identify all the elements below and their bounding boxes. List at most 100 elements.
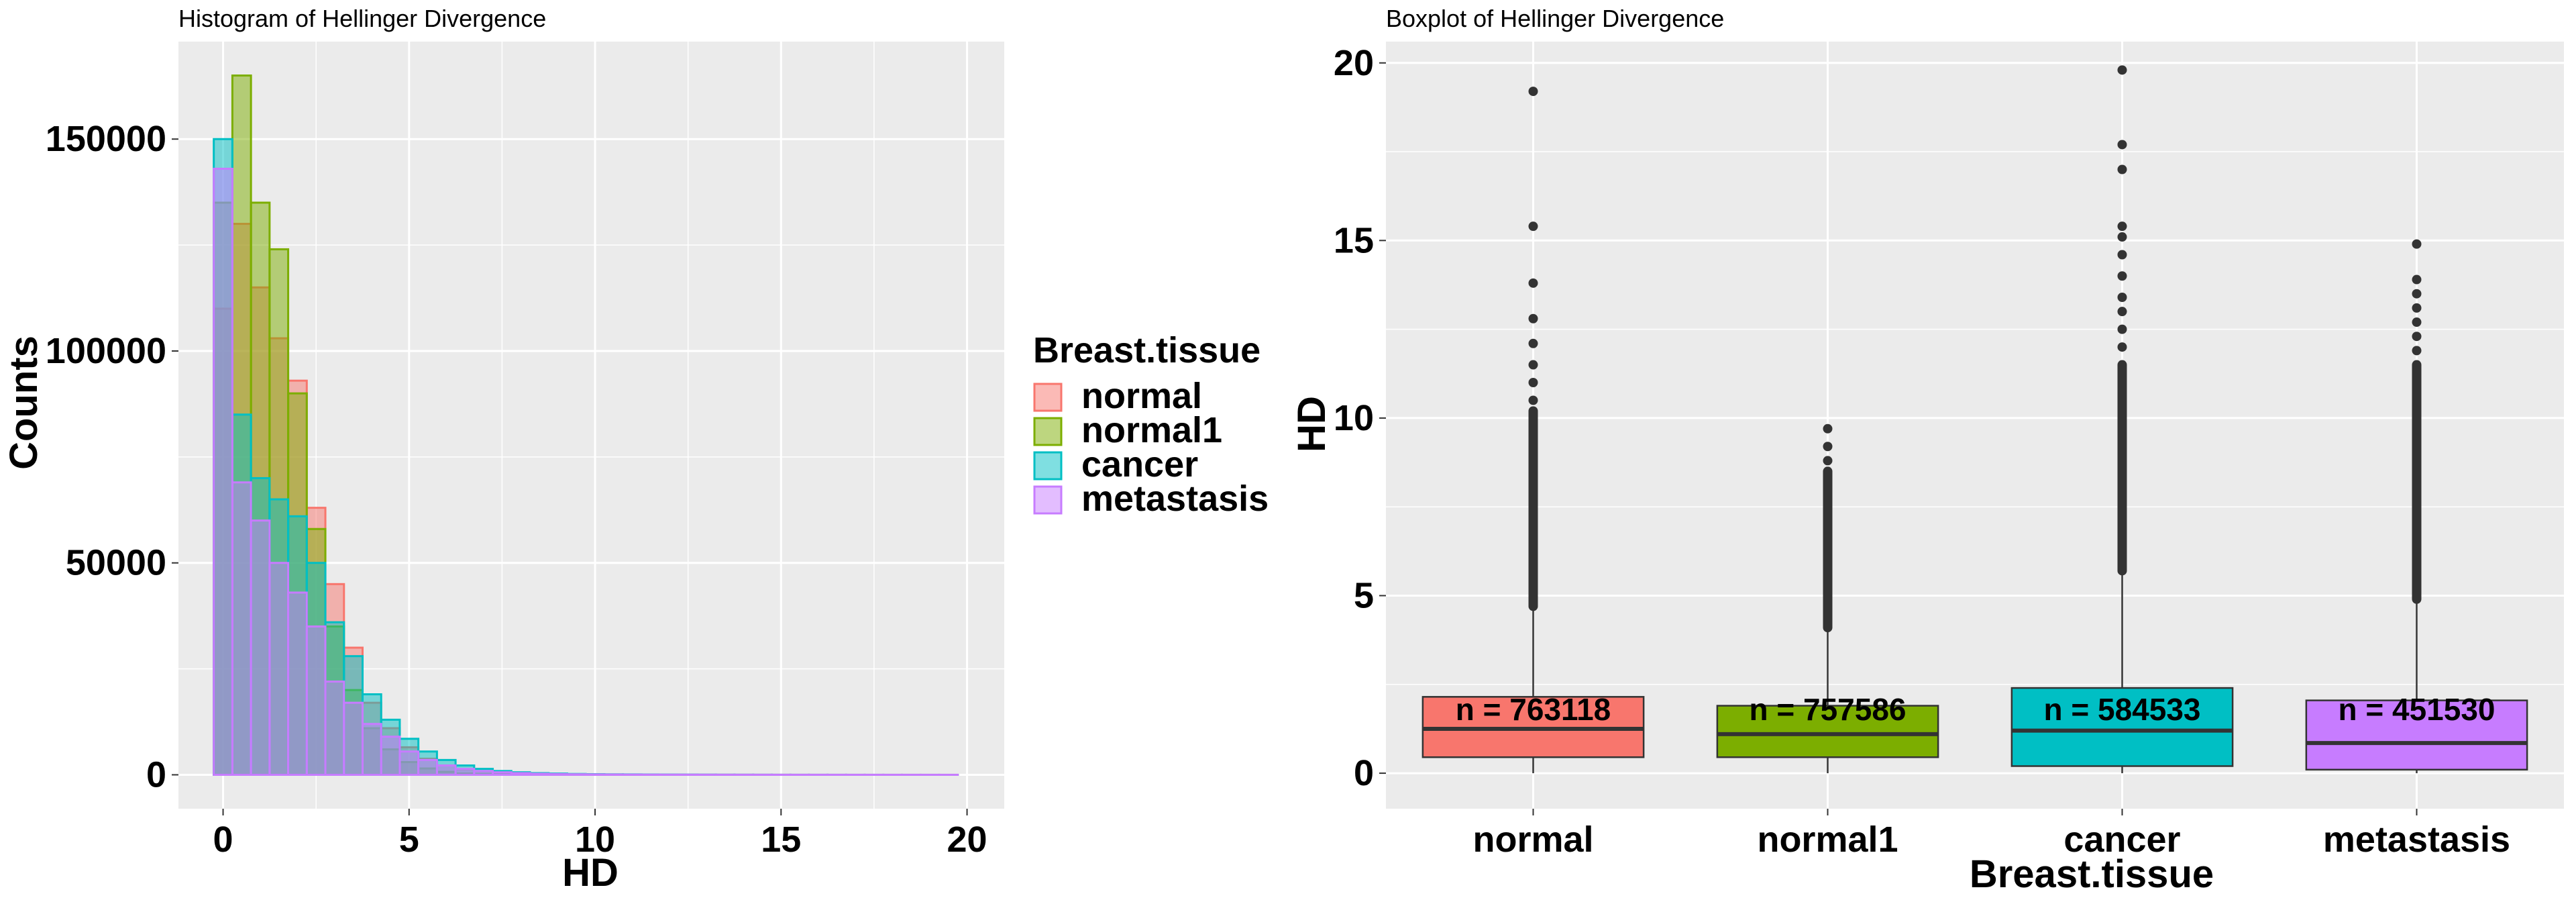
boxplot-x-tick-label: normal [1472,819,1593,860]
legend-item-metastasis: metastasis [1033,479,1269,519]
histogram-x-ticks: 0 5 10 15 20 [213,809,987,860]
histogram-bar-metastasis [287,591,308,776]
box-outlier-point [2117,232,2127,242]
box-outlier-point [1528,338,1538,348]
box-outlier-point [1528,378,1538,387]
histogram-bar-metastasis [380,736,401,776]
legend-key-cancer [1033,451,1063,481]
box-body [2305,699,2528,771]
histogram-bar-metastasis [566,773,587,776]
box-count-label: n = 763118 [1456,692,1611,727]
histogram-bar-metastasis [268,562,290,776]
box-normal: n = 763118 [1421,87,1645,774]
box-outlier-point [1823,423,1833,434]
box-outlier-point [2412,239,2422,249]
histogram-x-axis-label: HD [562,851,619,895]
histogram-bar-metastasis [250,519,271,776]
histogram-x-tick-label: 15 [761,819,801,860]
box-outlier-point [1528,221,1538,232]
box-outlier-point [1528,278,1538,288]
boxplot-x-tick-label: normal1 [1757,819,1898,860]
box-outlier-point [1823,456,1833,466]
boxplot-title: Boxplot of Hellinger Divergence [1386,5,1724,32]
box-count-label: n = 451530 [2338,692,2495,727]
boxplot-x-tick-label: cancer [2063,819,2180,860]
boxplot-y-tick-label: 15 [1334,220,1374,260]
histogram-bar-metastasis [435,764,457,776]
histogram-bar-metastasis [529,772,550,776]
box-outlier-point [1823,442,1833,452]
histogram-bar-metastasis [473,770,494,776]
histogram-y-tick-label: 50000 [66,543,166,583]
box-outlier-point [2117,164,2127,174]
boxplot-y-tick-label: 5 [1354,576,1374,616]
histogram-title: Histogram of Hellinger Divergence [178,5,546,32]
histogram-bar-metastasis [305,625,327,776]
histogram-x-tick-label: 5 [399,819,419,860]
box-outlier-point [2412,274,2422,285]
box-outlier-point [1528,395,1538,405]
histogram-bar-metastasis [454,768,476,776]
histogram-y-tick-label: 100000 [46,331,166,371]
histogram-y-ticks: 0 50000 100000 150000 [46,119,178,795]
legend-item-normal1: normal1 [1033,410,1222,450]
legend-key-metastasis [1033,485,1063,515]
legend-key-normal [1033,383,1063,412]
boxplot-x-ticks: normal normal1 cancer metastasis [1472,809,2510,860]
histogram-x-tick-label: 20 [947,819,987,860]
legend-label-normal: normal [1081,376,1202,416]
histogram-bar-metastasis [343,701,364,776]
boxplot-x-tick-label: metastasis [2323,819,2510,860]
legend-item-normal: normal [1033,376,1202,416]
histogram-y-axis-label: Counts [2,336,46,470]
boxplot-chart: Boxplot of Hellinger Divergence n = 7631… [1290,5,2564,896]
histogram-bar-metastasis [492,771,513,776]
legend-item-cancer: cancer [1033,444,1198,485]
histogram-x-tick-label: 0 [213,819,233,860]
box-outlier-point [1528,87,1538,97]
histogram-bar-metastasis [584,773,606,776]
box-metastasis: n = 451530 [2305,239,2528,774]
histogram-bar-metastasis [213,167,233,776]
box-count-label: n = 757586 [1749,692,1906,727]
box-outlier-point [2412,346,2422,356]
boxplot-y-tick-label: 10 [1334,398,1374,438]
box-outlier-point [2117,250,2127,260]
box-outlier-point [2117,307,2127,317]
boxplot-y-axis-label: HD [1290,396,1334,452]
histogram-bar-metastasis [231,481,252,776]
legend-label-cancer: cancer [1081,444,1198,485]
boxplot-y-ticks: 0 5 10 15 20 [1334,43,1386,793]
box-outlier-point [2117,293,2127,302]
boxplot-x-axis-label: Breast.tissue [1970,852,2214,896]
box-cancer: n = 584533 [2010,65,2234,774]
histogram-y-tick-label: 150000 [46,119,166,159]
boxplot-boxes: n = 763118 n = 757586 n = 584533 n = 451530 [1421,65,2528,774]
histogram-y-tick-label: 0 [146,754,166,795]
box-outlier-point [2117,324,2127,334]
box-normal1: n = 757586 [1716,423,1939,774]
histogram-bar-metastasis [324,681,345,776]
histogram-bars [213,74,959,776]
histogram-bar-metastasis [398,750,420,776]
box-outlier-point [1528,360,1538,370]
box-outlier-point [2412,332,2422,342]
histogram-bar-metastasis [510,772,531,776]
legend-title: Breast.tissue [1033,330,1260,370]
boxplot-panel [1386,42,2564,809]
box-outlier-point [2412,317,2422,328]
box-outlier-point [1528,313,1538,323]
box-body [2010,687,2234,767]
histogram-bar-metastasis [361,723,382,776]
legend-label-metastasis: metastasis [1081,479,1269,519]
box-outlier-point [2412,303,2422,313]
box-outlier-point [2117,65,2127,75]
histogram-x-tick-label: 10 [575,819,615,860]
boxplot-y-tick-label: 20 [1334,43,1374,83]
legend: Breast.tissue normalnormal1cancermetasta… [1033,330,1269,519]
box-outlier-point [2117,271,2127,281]
boxplot-y-tick-label: 0 [1354,753,1374,793]
box-outlier-point [2412,289,2422,299]
box-outlier-point [2117,221,2127,232]
